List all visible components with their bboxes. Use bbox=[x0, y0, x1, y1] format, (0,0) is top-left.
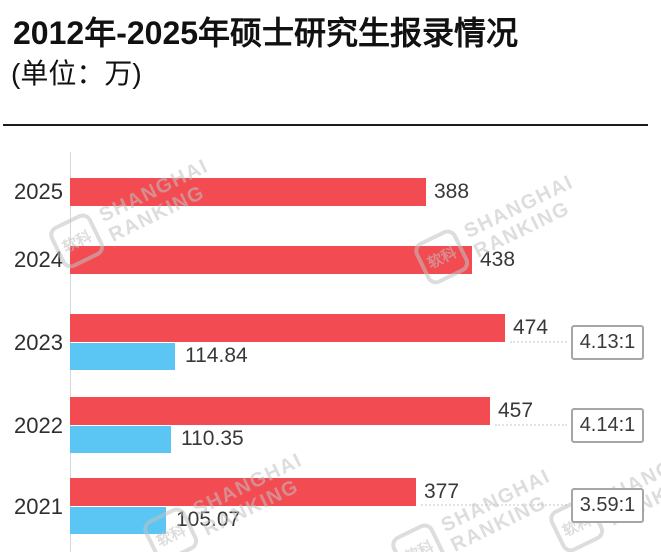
chart-title: 2012年-2025年硕士研究生报录情况 bbox=[13, 15, 519, 51]
bar-red-2025 bbox=[70, 178, 426, 206]
bar-blue-2022 bbox=[70, 426, 171, 453]
bar-red-2021 bbox=[70, 478, 416, 506]
ratio-box-2022: 4.14:1 bbox=[571, 408, 644, 443]
bar-red-value-2022: 457 bbox=[498, 399, 534, 422]
y-axis-label-2023: 2023 bbox=[14, 330, 63, 355]
bar-red-value-2023: 474 bbox=[513, 316, 549, 339]
bar-blue-value-2021: 105.07 bbox=[176, 508, 241, 531]
ratio-connector-2021 bbox=[421, 504, 567, 506]
y-axis-label-2022: 2022 bbox=[14, 413, 63, 438]
bar-red-value-2024: 438 bbox=[480, 248, 516, 271]
bar-blue-2023 bbox=[70, 343, 175, 370]
bar-blue-value-2023: 114.84 bbox=[185, 344, 248, 367]
bar-red-value-2025: 388 bbox=[434, 180, 470, 203]
header-divider bbox=[3, 124, 648, 126]
ratio-connector-2023 bbox=[510, 341, 567, 343]
ratio-box-2023: 4.13:1 bbox=[571, 325, 644, 360]
bar-red-2023 bbox=[70, 314, 505, 342]
bar-blue-2021 bbox=[70, 507, 166, 534]
bar-red-2022 bbox=[70, 397, 490, 425]
chart-subtitle: (单位：万) bbox=[11, 58, 142, 89]
bar-red-2024 bbox=[70, 246, 472, 274]
y-axis-label-2021: 2021 bbox=[14, 494, 63, 519]
bar-blue-value-2022: 110.35 bbox=[181, 427, 244, 450]
ratio-connector-2022 bbox=[495, 424, 567, 426]
bar-red-value-2021: 377 bbox=[424, 480, 460, 503]
ratio-box-2021: 3.59:1 bbox=[571, 488, 644, 523]
y-axis-label-2025: 2025 bbox=[14, 179, 63, 204]
bar-chart: 2025 388 2024 438 2023 474 114.84 4.13:1 2022 457… bbox=[0, 152, 661, 552]
y-axis-label-2024: 2024 bbox=[14, 247, 63, 272]
